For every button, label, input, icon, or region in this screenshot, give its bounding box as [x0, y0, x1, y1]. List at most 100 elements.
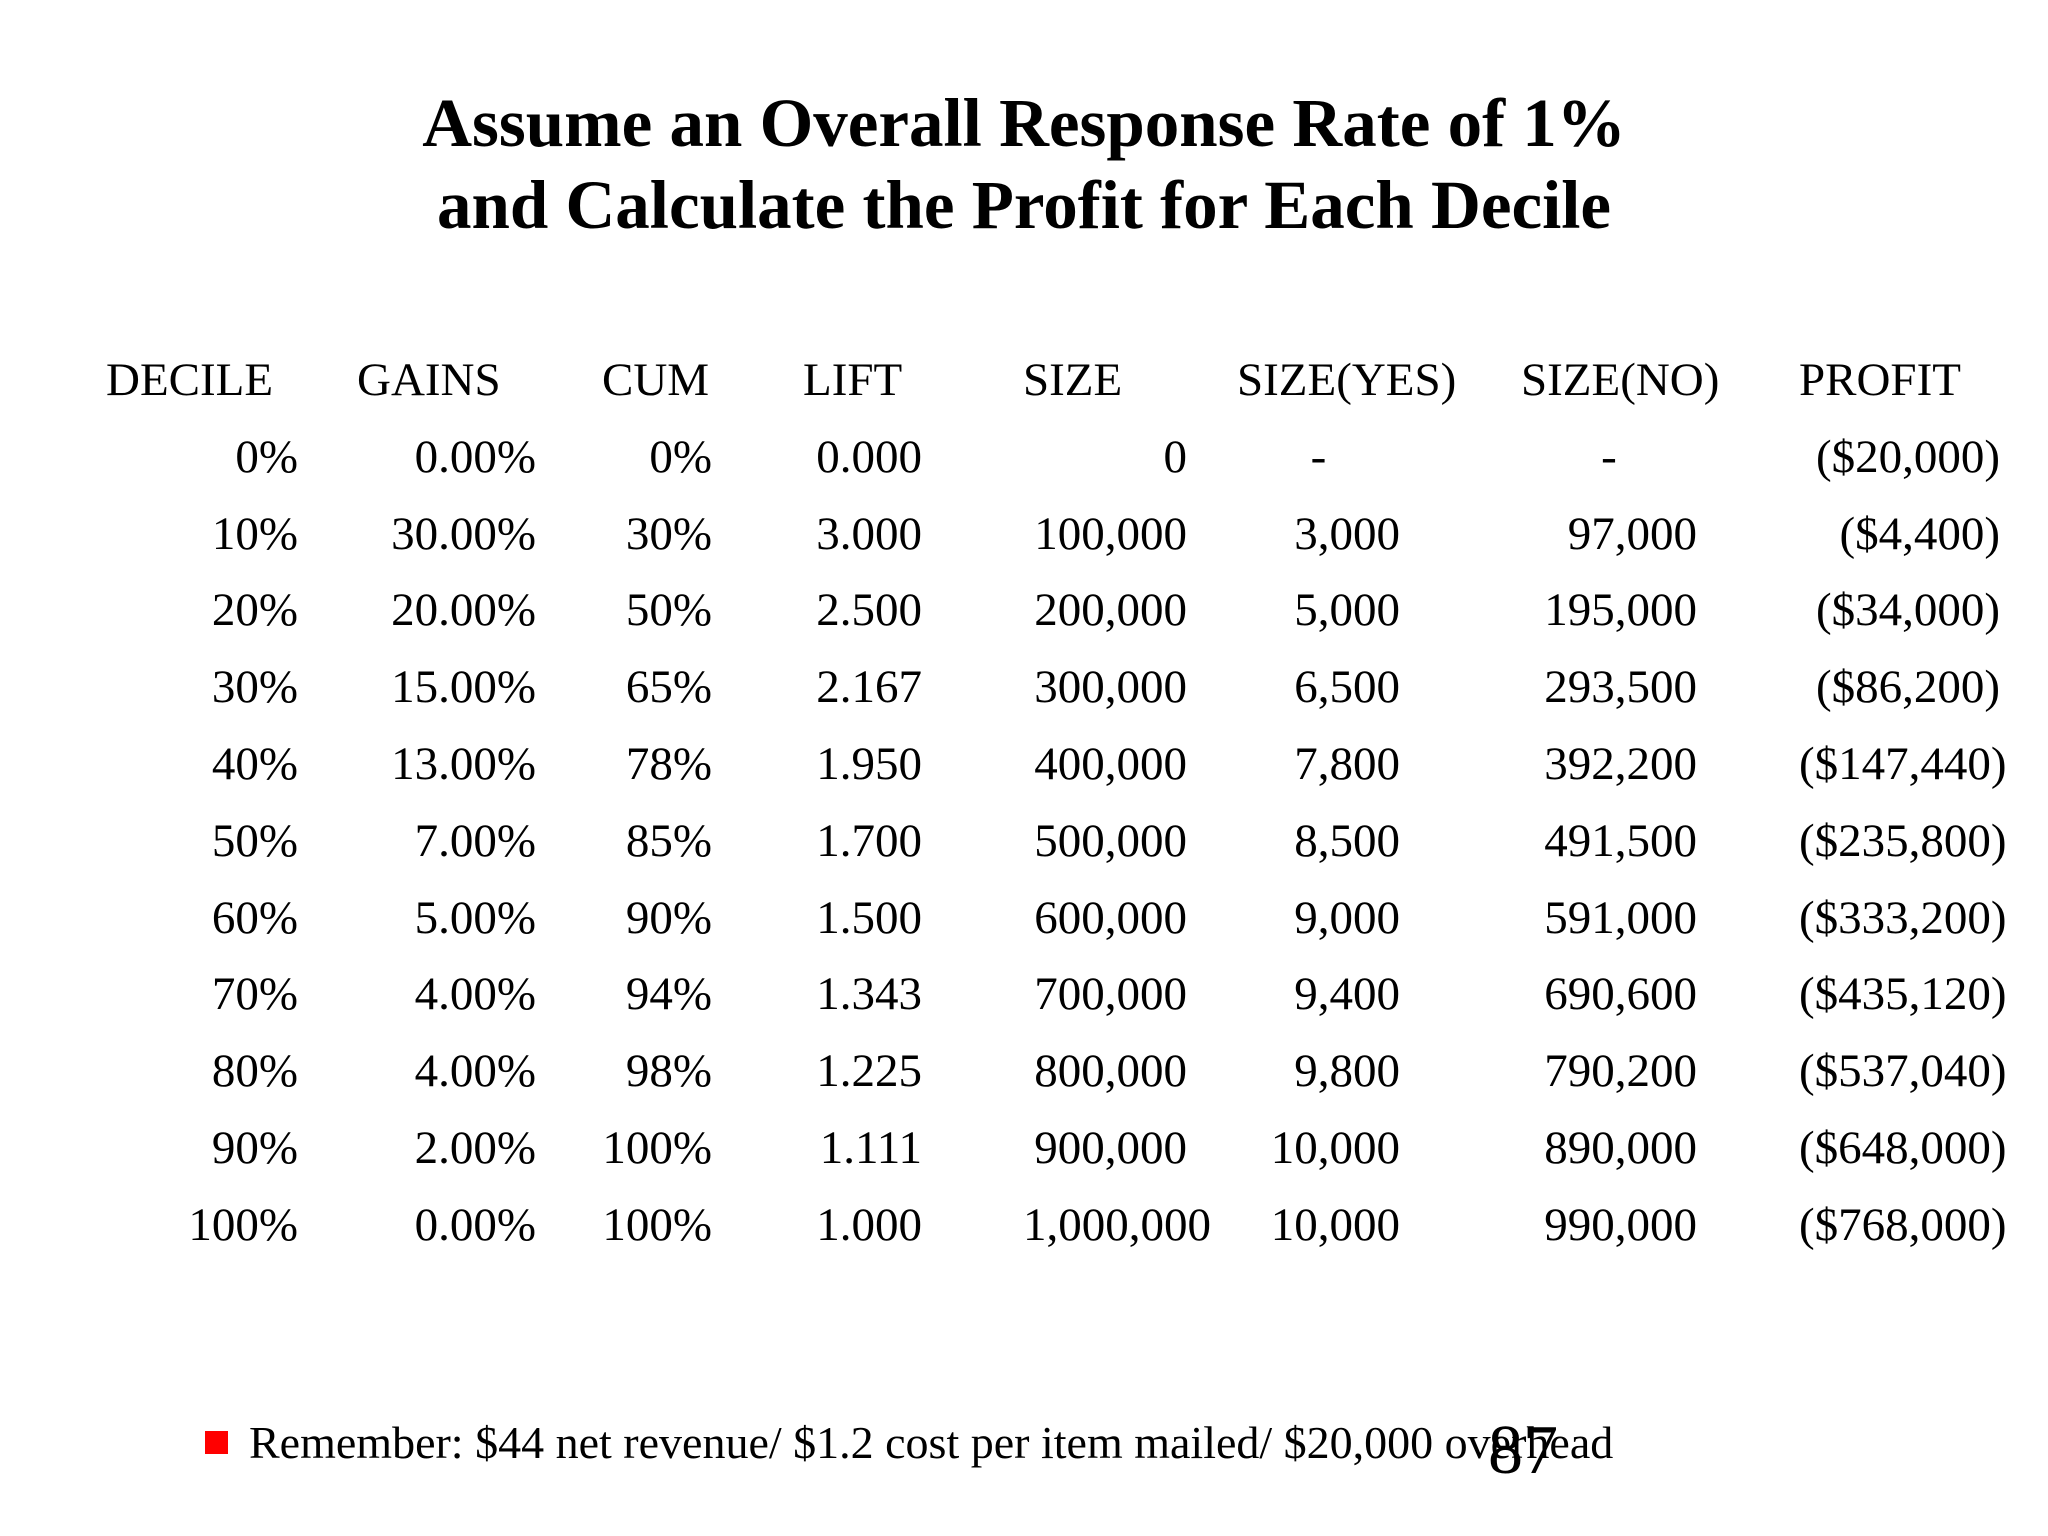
- table-cell: 2.00%: [414, 1121, 536, 1174]
- table-cell: 50%: [211, 814, 298, 867]
- column-header-lift: LIFT: [803, 354, 903, 406]
- table-cell: 0.00%: [414, 1198, 536, 1251]
- table-cell: ($435,120): [1799, 968, 2007, 1021]
- table-cell: ($86,200): [1815, 661, 2000, 714]
- column-header-size-yes: SIZE(YES): [1237, 354, 1457, 406]
- table-cell: ($648,000): [1799, 1121, 2007, 1174]
- table-cell: 200,000: [1034, 584, 1187, 637]
- table-cell: -: [1310, 430, 1327, 483]
- table-cell: 97,000: [1567, 507, 1697, 560]
- table-cell: ($235,800): [1799, 814, 2007, 867]
- table-cell: 78%: [625, 737, 712, 790]
- table-cell: ($20,000): [1815, 430, 2000, 483]
- table-cell: 1.343: [816, 968, 922, 1021]
- table-cell: 700,000: [1034, 968, 1187, 1021]
- table-cell: 890,000: [1544, 1121, 1697, 1174]
- table-cell: 50%: [625, 584, 712, 637]
- table-cell: 10,000: [1270, 1198, 1400, 1251]
- table-cell: 1.225: [816, 1045, 922, 1098]
- table-cell: 2.167: [816, 661, 922, 714]
- column-header-decile: DECILE: [106, 354, 274, 406]
- table-cell: 90%: [625, 891, 712, 944]
- table-cell: 5,000: [1294, 584, 1400, 637]
- table-cell: 9,800: [1294, 1045, 1400, 1098]
- table-cell: 500,000: [1034, 814, 1187, 867]
- table-cell: 80%: [211, 1045, 298, 1098]
- table-cell: 13.00%: [391, 737, 536, 790]
- table-cell: 1,000,000: [1023, 1198, 1211, 1251]
- table-cell: 10%: [211, 507, 298, 560]
- table-cell: 85%: [625, 814, 712, 867]
- table-cell: 20.00%: [391, 584, 536, 637]
- table-cell: 7,800: [1294, 737, 1400, 790]
- table-cell: 100%: [188, 1198, 298, 1251]
- table-cell: 3.000: [816, 507, 922, 560]
- slide-title-line1: Assume an Overall Response Rate of 1%: [422, 85, 1626, 161]
- table-cell: ($537,040): [1799, 1045, 2007, 1098]
- table-cell: 100%: [602, 1198, 712, 1251]
- table-cell: 65%: [625, 661, 712, 714]
- table-cell: 0%: [649, 430, 712, 483]
- table-cell: 1.700: [816, 814, 922, 867]
- table-cell: 0: [1163, 430, 1188, 483]
- table-cell: 1.500: [816, 891, 922, 944]
- table-cell: 1.111: [819, 1121, 922, 1174]
- footnote-text: Remember: $44 net revenue/ $1.2 cost per…: [249, 1417, 1614, 1468]
- table-cell: 293,500: [1544, 661, 1697, 714]
- table-cell: 491,500: [1544, 814, 1697, 867]
- footnote: Remember: $44 net revenue/ $1.2 cost per…: [205, 1414, 1613, 1472]
- table-cell: ($333,200): [1799, 891, 2007, 944]
- table-cell: 40%: [211, 737, 298, 790]
- column-header-size: SIZE: [1023, 354, 1123, 406]
- table-cell: 30%: [211, 661, 298, 714]
- table-cell: 30%: [625, 507, 712, 560]
- table-cell: 4.00%: [414, 1045, 536, 1098]
- table-cell: 94%: [625, 968, 712, 1021]
- table-cell: 100%: [602, 1121, 712, 1174]
- table-cell: 6,500: [1294, 661, 1400, 714]
- page-number: 87: [1488, 1412, 1558, 1489]
- table-cell: 1.950: [816, 737, 922, 790]
- column-header-profit: PROFIT: [1799, 354, 1961, 406]
- table-cell: 15.00%: [391, 661, 536, 714]
- table-cell: ($4,400): [1839, 507, 2000, 560]
- table-cell: 600,000: [1034, 891, 1187, 944]
- table-cell: 800,000: [1034, 1045, 1187, 1098]
- table-cell: ($34,000): [1815, 584, 2000, 637]
- column-header-gains: GAINS: [357, 354, 501, 406]
- table-cell: 98%: [625, 1045, 712, 1098]
- table-cell: 5.00%: [414, 891, 536, 944]
- table-cell: 8,500: [1294, 814, 1400, 867]
- table-cell: 790,200: [1544, 1045, 1697, 1098]
- table-cell: ($147,440): [1799, 737, 2007, 790]
- table-cell: 70%: [211, 968, 298, 1021]
- slide-title: Assume an Overall Response Rate of 1% an…: [0, 82, 2048, 246]
- table-cell: 10,000: [1270, 1121, 1400, 1174]
- table-cell: -: [1601, 430, 1617, 483]
- table-cell: 3,000: [1294, 507, 1400, 560]
- table-cell: 400,000: [1034, 737, 1187, 790]
- table-cell: 100,000: [1034, 507, 1187, 560]
- slide-title-line2: and Calculate the Profit for Each Decile: [436, 167, 1612, 243]
- table-cell: 392,200: [1544, 737, 1697, 790]
- red-square-bullet-icon: [205, 1431, 228, 1454]
- decile-profit-table: DECILE GAINS CUM LIFT SIZE SIZE(YES) SIZE(NO) P…: [106, 342, 2007, 1264]
- table-cell: 300,000: [1034, 661, 1187, 714]
- table-cell: ($768,000): [1799, 1198, 2007, 1251]
- table-cell: 990,000: [1544, 1198, 1697, 1251]
- table-cell: 0.000: [816, 430, 922, 483]
- column-header-cum: CUM: [602, 354, 710, 406]
- table-cell: 2.500: [816, 584, 922, 637]
- table-cell: 20%: [211, 584, 298, 637]
- column-header-size-no: SIZE(NO): [1521, 354, 1720, 406]
- table-cell: 9,400: [1294, 968, 1400, 1021]
- table-cell: 60%: [211, 891, 298, 944]
- table-cell: 1.000: [816, 1198, 922, 1251]
- table-cell: 30.00%: [391, 507, 536, 560]
- table-cell: 690,600: [1544, 968, 1697, 1021]
- table-cell: 9,000: [1294, 891, 1400, 944]
- table-cell: 591,000: [1544, 891, 1697, 944]
- table-cell: 4.00%: [414, 968, 536, 1021]
- table-cell: 0%: [235, 430, 298, 483]
